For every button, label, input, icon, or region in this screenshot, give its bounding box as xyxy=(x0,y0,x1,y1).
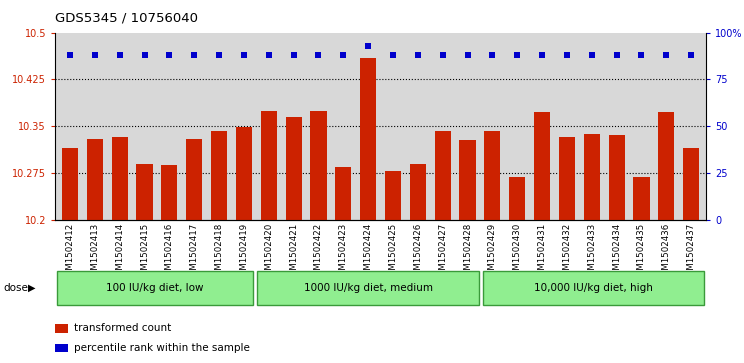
Text: percentile rank within the sample: percentile rank within the sample xyxy=(74,343,250,353)
Bar xyxy=(310,111,327,220)
Bar xyxy=(286,117,301,220)
Text: dose: dose xyxy=(3,283,28,293)
Bar xyxy=(236,127,252,220)
Bar xyxy=(559,137,575,220)
Text: ▶: ▶ xyxy=(28,283,36,293)
FancyBboxPatch shape xyxy=(483,270,704,305)
Bar xyxy=(584,134,600,220)
Bar xyxy=(260,111,277,220)
Bar xyxy=(683,148,699,220)
Bar xyxy=(410,163,426,220)
Bar xyxy=(186,139,202,220)
Bar xyxy=(609,135,625,220)
Bar xyxy=(385,171,401,220)
FancyBboxPatch shape xyxy=(257,270,478,305)
Bar xyxy=(434,131,451,220)
Bar xyxy=(136,163,153,220)
Bar xyxy=(336,167,351,220)
Bar xyxy=(62,148,78,220)
Text: 10,000 IU/kg diet, high: 10,000 IU/kg diet, high xyxy=(534,283,652,293)
Bar xyxy=(484,131,501,220)
Text: GDS5345 / 10756040: GDS5345 / 10756040 xyxy=(55,12,198,25)
Bar xyxy=(161,165,177,220)
Bar xyxy=(211,131,227,220)
Text: 100 IU/kg diet, low: 100 IU/kg diet, low xyxy=(106,283,204,293)
Bar xyxy=(360,58,376,220)
FancyBboxPatch shape xyxy=(57,270,254,305)
Bar xyxy=(534,113,550,220)
Bar xyxy=(460,140,475,220)
Text: transformed count: transformed count xyxy=(74,323,172,333)
Bar xyxy=(658,113,674,220)
Bar xyxy=(87,139,103,220)
Bar xyxy=(112,137,128,220)
Text: 1000 IU/kg diet, medium: 1000 IU/kg diet, medium xyxy=(304,283,432,293)
Bar xyxy=(633,177,650,220)
Bar xyxy=(509,177,525,220)
